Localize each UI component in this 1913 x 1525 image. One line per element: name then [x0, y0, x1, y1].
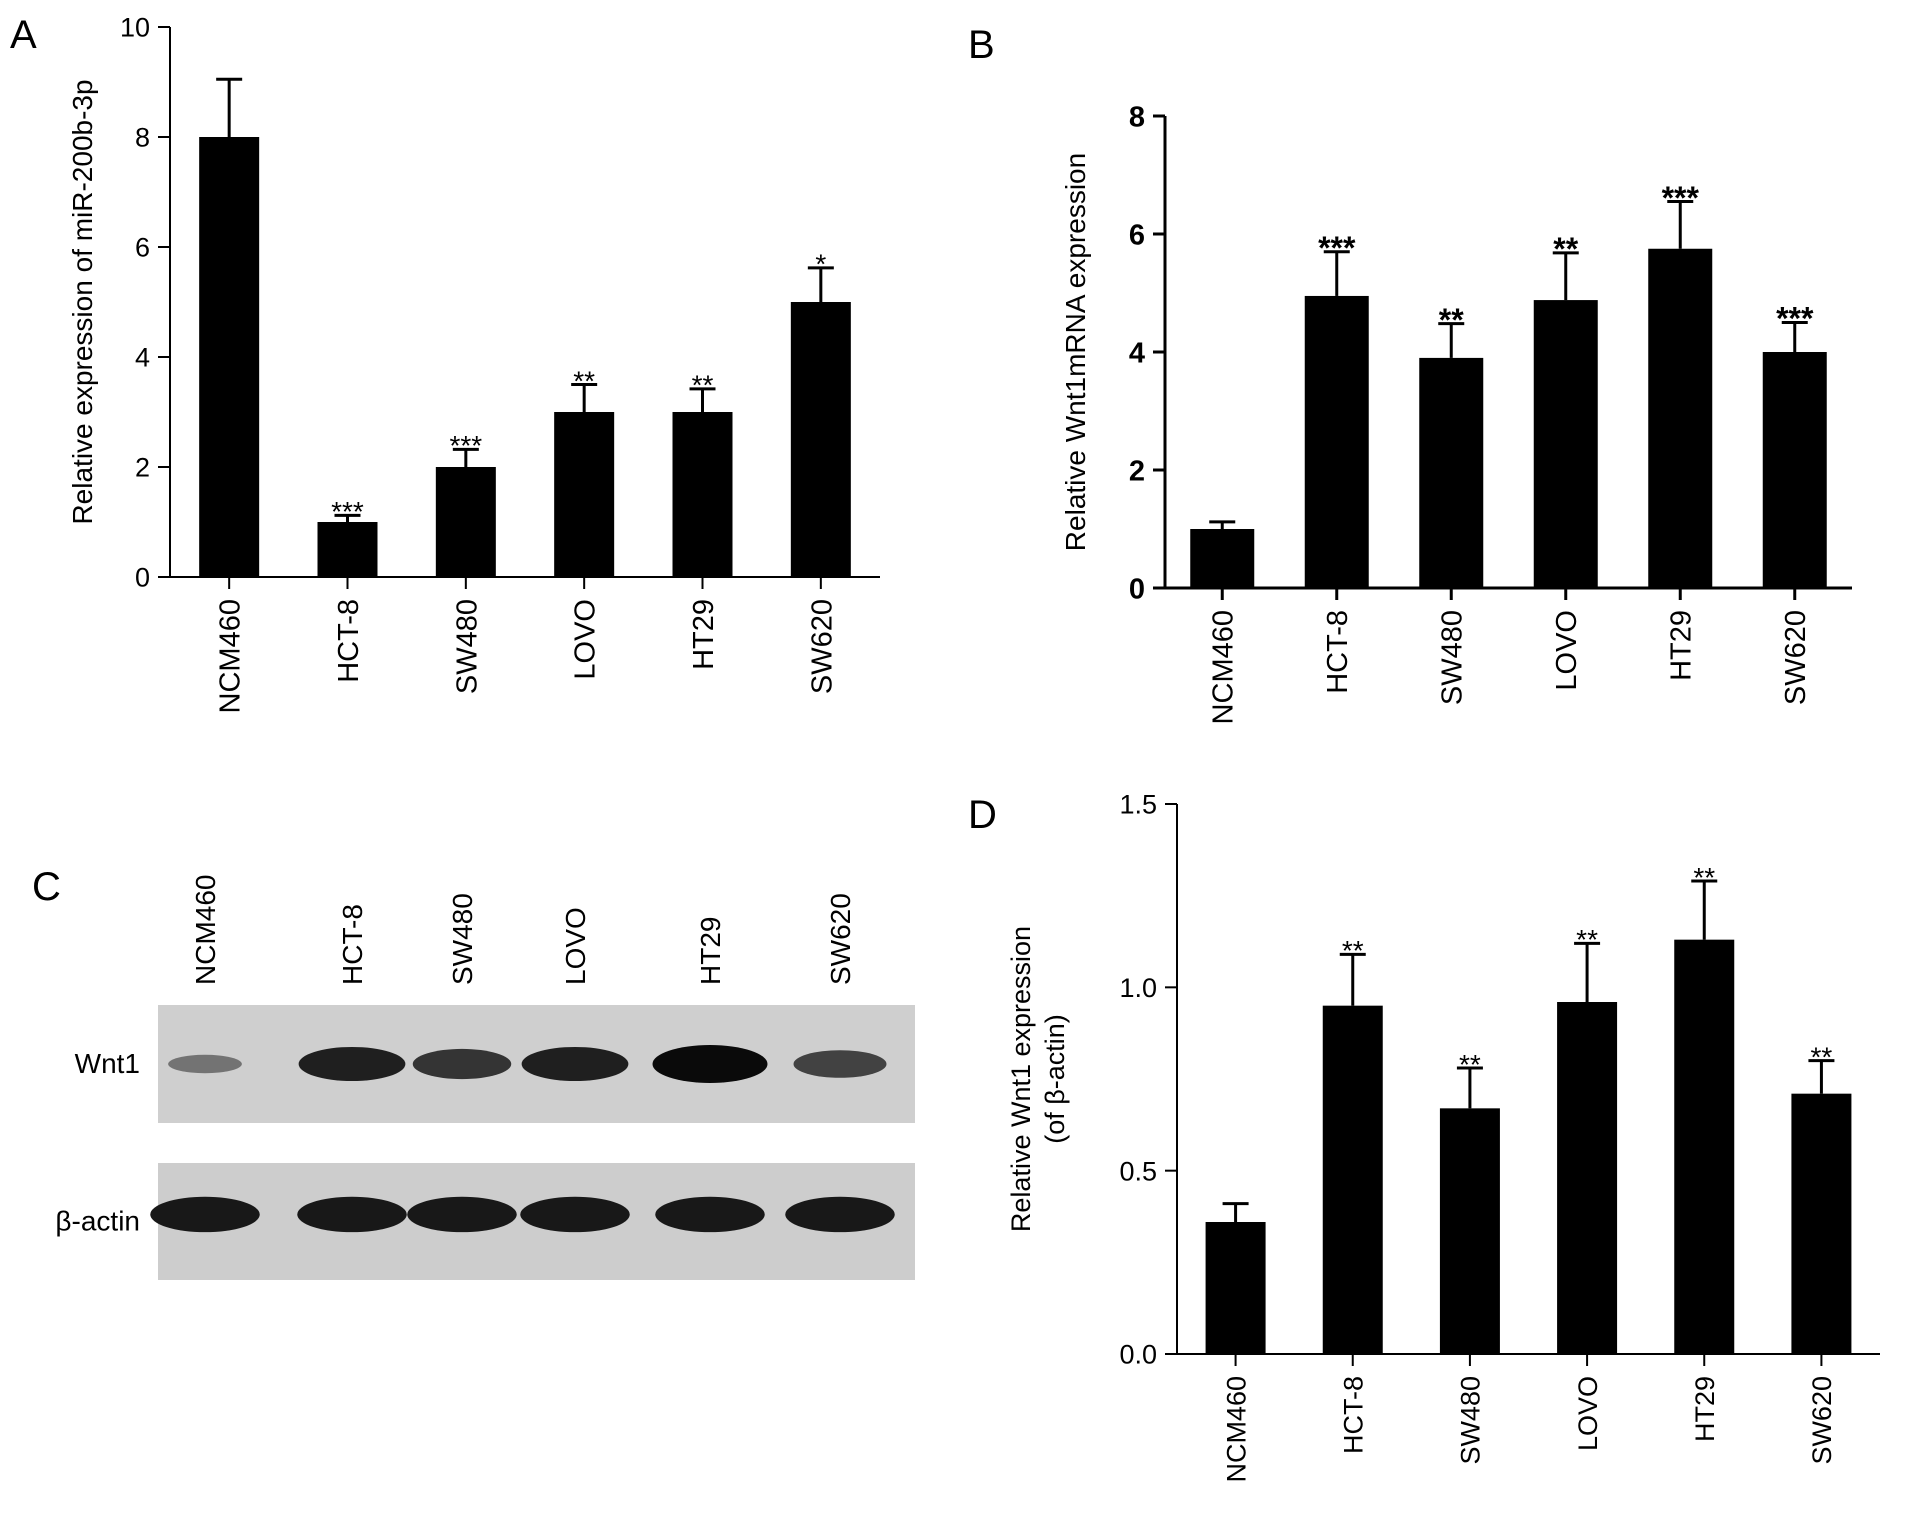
- y-tick-label: 1.0: [1119, 973, 1157, 1003]
- bar: [1439, 1108, 1500, 1354]
- significance-stars: ***: [1776, 301, 1814, 337]
- significance-stars: **: [1693, 862, 1715, 893]
- y-axis-title-line: Relative Wnt1 expression: [1006, 926, 1036, 1232]
- significance-stars: ***: [449, 430, 482, 461]
- bar: [1419, 357, 1484, 588]
- bar: [1533, 300, 1598, 588]
- significance-stars: **: [1553, 231, 1578, 267]
- category-label: HCT-8: [333, 599, 365, 683]
- bar: [1762, 352, 1827, 588]
- blot-lane-label: LOVO: [560, 907, 591, 985]
- bar: [1791, 1093, 1852, 1354]
- category-label: SW620: [1780, 610, 1812, 705]
- panel-letter-a: A: [10, 13, 37, 57]
- blot-band: [520, 1196, 630, 1233]
- bar: [790, 302, 851, 577]
- significance-stars: **: [1342, 935, 1364, 966]
- chart-panel-a: 0 2 4 6 8 10 Relative expression of miR-200b-3…: [67, 13, 880, 713]
- blot-band: [793, 1050, 887, 1078]
- y-tick-label: 0.0: [1119, 1340, 1157, 1370]
- category-label: HCT-8: [1322, 610, 1354, 694]
- significance-stars: **: [573, 365, 595, 396]
- panel-letter-c: C: [32, 865, 61, 909]
- category-label: SW480: [451, 599, 483, 694]
- western-blot-panel-c: NCM460 HCT-8 SW480 LOVO HT29 SW620 Wnt1 β-actin: [55, 875, 915, 1280]
- significance-stars: ***: [1318, 230, 1356, 266]
- y-tick-label: 4: [1129, 337, 1145, 369]
- blot-lane-label: NCM460: [190, 875, 221, 985]
- bar: [554, 412, 615, 577]
- significance-stars: ***: [1662, 180, 1700, 216]
- blot-band: [150, 1196, 260, 1233]
- blot-row-label: β-actin: [55, 1206, 140, 1237]
- category-label: NCM460: [215, 599, 247, 713]
- blot-lane-label: HCT-8: [337, 904, 368, 985]
- blot-band: [655, 1196, 765, 1233]
- blot-band: [297, 1196, 407, 1233]
- y-tick-label: 6: [1129, 219, 1145, 251]
- category-label: SW480: [1437, 610, 1469, 705]
- category-label: LOVO: [1551, 610, 1583, 691]
- bar: [672, 412, 733, 577]
- category-label: SW480: [1456, 1376, 1486, 1465]
- blot-band: [168, 1054, 242, 1074]
- bar: [1190, 529, 1255, 588]
- significance-stars: ***: [331, 496, 364, 527]
- blot-row-label: Wnt1: [75, 1048, 140, 1079]
- bar: [435, 467, 496, 577]
- y-tick-label: 0.5: [1119, 1156, 1157, 1186]
- panel-letter-b: B: [968, 23, 995, 67]
- blot-lane-label: SW620: [825, 893, 856, 985]
- category-label: SW620: [1807, 1376, 1837, 1465]
- y-tick-label: 0: [135, 563, 150, 593]
- chart-panel-b: 0 2 4 6 8 Relative Wnt1mRNA expression NCM460 *…: [1060, 101, 1852, 724]
- blot-band: [412, 1048, 512, 1080]
- y-tick-label: 6: [135, 233, 150, 263]
- significance-stars: **: [1576, 924, 1598, 955]
- bar: [317, 522, 378, 577]
- y-axis-title: Relative Wnt1mRNA expression: [1060, 153, 1091, 551]
- panel-letter-d: D: [968, 793, 997, 837]
- blot-band: [407, 1196, 517, 1233]
- bar: [1648, 248, 1713, 588]
- significance-stars: *: [815, 249, 826, 280]
- y-axis-title-line: (of β-actin): [1040, 1014, 1070, 1144]
- chart-panel-d: 0.0 0.5 1.0 1.5 Relative Wnt1 expression (of …: [1006, 790, 1880, 1483]
- y-tick-label: 8: [1129, 101, 1145, 133]
- significance-stars: **: [692, 370, 714, 401]
- category-label: HT29: [1666, 610, 1698, 681]
- blot-band: [298, 1046, 406, 1082]
- category-label: NCM460: [1208, 610, 1240, 724]
- bar: [1205, 1222, 1266, 1354]
- y-tick-label: 1.5: [1119, 790, 1157, 820]
- y-axis-title: Relative expression of miR-200b-3p: [67, 79, 98, 524]
- blot-lane-label: SW480: [447, 893, 478, 985]
- y-tick-label: 4: [135, 343, 150, 373]
- bar: [1322, 1005, 1383, 1354]
- category-label: LOVO: [1573, 1376, 1603, 1451]
- category-label: HT29: [688, 599, 720, 670]
- y-tick-label: 2: [135, 453, 150, 483]
- y-tick-label: 10: [120, 13, 150, 43]
- bar: [1557, 1002, 1618, 1354]
- blot-band: [652, 1045, 768, 1083]
- significance-stars: **: [1439, 302, 1464, 338]
- y-tick-label: 2: [1129, 455, 1145, 487]
- significance-stars: **: [1459, 1049, 1481, 1080]
- category-label: NCM460: [1221, 1376, 1251, 1483]
- category-label: LOVO: [570, 599, 602, 680]
- bar: [1304, 295, 1369, 588]
- y-tick-label: 0: [1129, 573, 1145, 605]
- significance-stars: **: [1811, 1041, 1833, 1072]
- blot-lane-label: HT29: [695, 917, 726, 985]
- category-label: HCT-8: [1338, 1376, 1368, 1454]
- category-label: HT29: [1690, 1376, 1720, 1442]
- blot-band: [785, 1196, 895, 1233]
- blot-band: [521, 1046, 629, 1082]
- bar: [1674, 939, 1735, 1354]
- category-label: SW620: [806, 599, 838, 694]
- bar: [199, 137, 260, 577]
- y-tick-label: 8: [135, 123, 150, 153]
